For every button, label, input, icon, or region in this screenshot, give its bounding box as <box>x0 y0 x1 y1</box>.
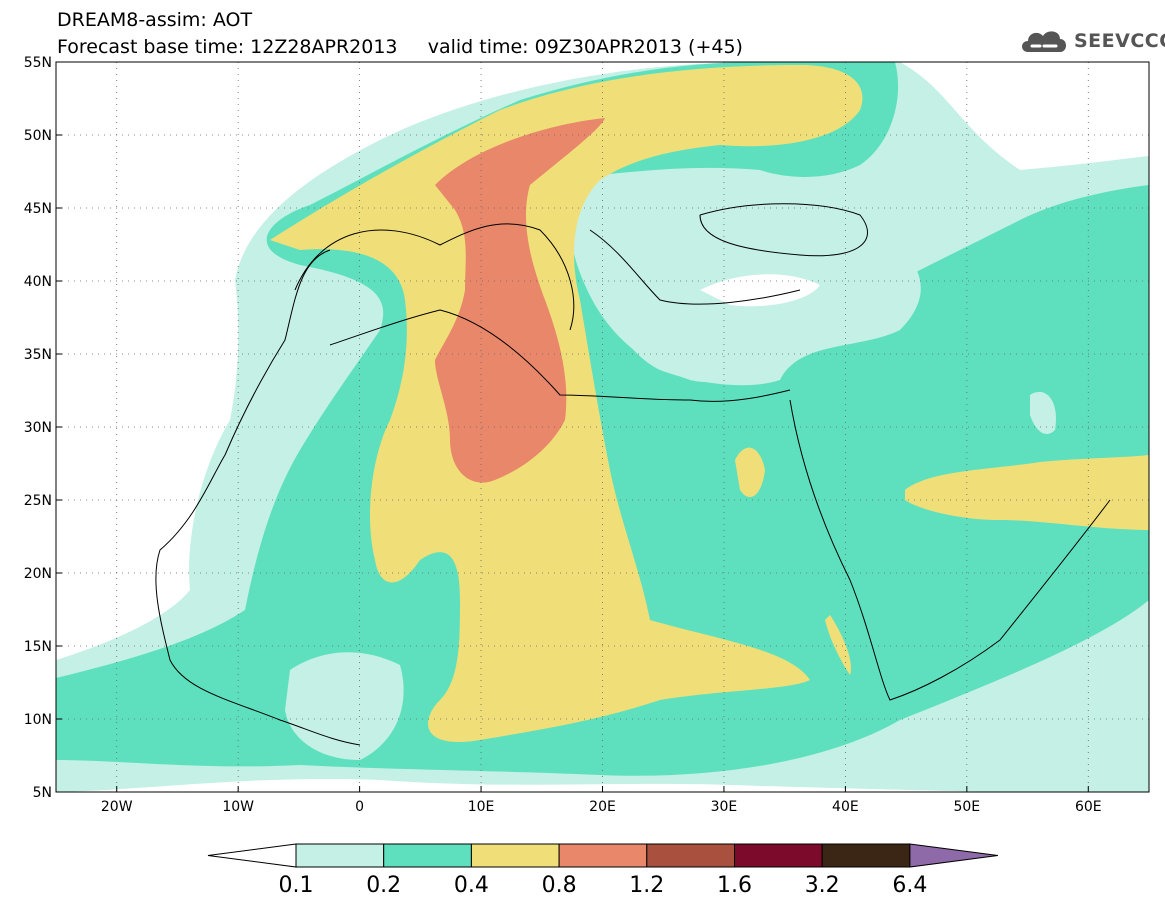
coastline-africa-west <box>155 249 361 746</box>
graticule <box>56 62 1149 792</box>
colorbar-label: 1.2 <box>629 873 664 898</box>
coastlines <box>155 203 1111 746</box>
aot-clear-area-westafrica <box>285 652 404 760</box>
aot-contour-0.4 <box>270 65 863 742</box>
lat-tick-label: 40N <box>24 274 52 290</box>
colorbar-swatch <box>821 843 911 868</box>
colorbar-swatch <box>646 843 735 868</box>
colorbar-label: 6.4 <box>892 873 927 898</box>
latitude-axis: 5N 10N 15N 20N 25N 30N 35N 40N 45N 50N 55N <box>24 55 62 801</box>
lat-tick-label: 35N <box>24 347 52 363</box>
aot-colorbar: 0.1 0.2 0.4 0.8 1.2 1.6 3.2 6.4 <box>207 843 998 898</box>
colorbar-label: 0.1 <box>279 873 314 898</box>
colorbar-swatch <box>734 843 823 868</box>
lon-tick-label: 30E <box>711 799 738 815</box>
lat-tick-label: 10N <box>24 712 52 728</box>
lat-tick-label: 15N <box>24 639 52 655</box>
colorbar-swatch-high <box>909 843 998 868</box>
lon-tick-label: 20W <box>101 799 133 815</box>
aot-area-redsea <box>825 615 851 675</box>
forecast-time-subtitle: Forecast base time: 12Z28APR2013 valid t… <box>57 36 743 58</box>
lat-tick-label: 50N <box>24 128 52 144</box>
lon-tick-label: 0 <box>355 799 364 815</box>
coastline-black-sea <box>699 203 868 257</box>
lat-tick-label: 5N <box>33 785 52 801</box>
colorbar-label: 0.8 <box>542 873 577 898</box>
lon-tick-label: 10E <box>468 799 495 815</box>
aot-area-egypt <box>735 447 765 498</box>
colorbar-label: 0.4 <box>454 873 489 898</box>
colorbar-swatch <box>470 843 560 868</box>
lat-tick-label: 45N <box>24 201 52 217</box>
lat-tick-label: 20N <box>24 566 52 582</box>
coastline-europe-south <box>294 223 801 331</box>
lat-tick-label: 25N <box>24 493 52 509</box>
aot-contour-0.8 <box>435 118 605 483</box>
colorbar-label: 0.2 <box>366 873 401 898</box>
lon-tick-label: 20E <box>589 799 616 815</box>
colorbar-label: 3.2 <box>805 873 840 898</box>
colorbar-swatch <box>558 843 648 868</box>
lat-tick-label: 55N <box>24 55 52 71</box>
logo-text: SEEVCCC <box>1074 30 1165 52</box>
cloud-icon <box>1022 31 1066 52</box>
colorbar-swatch <box>295 843 385 868</box>
aot-clear-area-arabia <box>1030 391 1056 435</box>
colorbar-swatch <box>383 843 472 868</box>
colorbar-label: 1.6 <box>717 873 752 898</box>
aot-area-gulf <box>905 455 1149 530</box>
lon-tick-label: 40E <box>832 799 859 815</box>
lon-tick-label: 60E <box>1075 799 1102 815</box>
lon-tick-label: 10W <box>222 799 254 815</box>
map-title: DREAM8-assim: AOT <box>57 9 253 31</box>
longitude-axis: 20W 10W 0 10E 20E 30E 40E 50E 60E <box>101 786 1102 815</box>
coastline-north-africa <box>329 309 791 402</box>
lat-tick-label: 30N <box>24 420 52 436</box>
map-plot <box>56 62 1149 792</box>
coastline-arabia <box>789 399 1111 701</box>
aot-clear-area-aegean <box>700 274 820 307</box>
lon-tick-label: 50E <box>953 799 980 815</box>
seevccc-logo: SEEVCCC <box>1018 26 1165 56</box>
colorbar-swatch-low <box>207 843 297 868</box>
